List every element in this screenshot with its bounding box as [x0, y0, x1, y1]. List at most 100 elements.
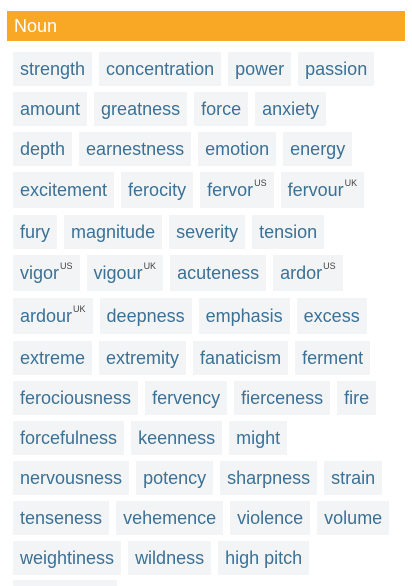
synonym-word: emphasis: [205, 305, 283, 326]
synonym-chip-volume[interactable]: volume: [317, 501, 390, 535]
synonym-chip-energy[interactable]: energy: [283, 132, 353, 166]
synonym-word: tenseness: [20, 507, 103, 528]
synonym-chip-potency[interactable]: potency: [136, 461, 214, 495]
synonym-word: volume: [324, 507, 383, 528]
synonym-chip-fervor[interactable]: fervor US: [200, 172, 274, 208]
synonym-chip-deepness[interactable]: deepness: [99, 298, 192, 334]
synonym-chip-forcefulness[interactable]: forcefulness: [13, 421, 125, 455]
synonym-chip-passion[interactable]: passion: [298, 52, 375, 86]
synonym-word: extremity: [106, 347, 180, 368]
synonym-row: excitement ferocity fervor US fervour UK: [13, 172, 407, 208]
synonym-word: ardor: [280, 262, 323, 283]
synonym-chip-violence[interactable]: violence: [230, 501, 311, 535]
synonym-word: strength: [20, 58, 86, 79]
synonym-chip-anxiety[interactable]: anxiety: [255, 92, 327, 126]
synonym-chip-weightiness[interactable]: weightiness: [13, 541, 122, 575]
synonym-chip-power[interactable]: power: [228, 52, 292, 86]
synonym-chip-might[interactable]: might: [229, 421, 288, 455]
synonym-word: earnestness: [86, 138, 185, 159]
synonym-word: violence: [237, 507, 304, 528]
synonym-chip-excitement[interactable]: excitement: [13, 172, 115, 208]
synonym-chip-wildness[interactable]: wildness: [128, 541, 212, 575]
synonym-row: vigor US vigour UK acuteness ardor US: [13, 255, 407, 291]
synonym-chip-ferociousness[interactable]: ferociousness: [13, 381, 139, 415]
synonym-word: potency: [143, 467, 207, 488]
synonym-word: ferociousness: [20, 387, 132, 408]
synonym-chip-emphasis[interactable]: emphasis: [198, 298, 290, 334]
synonym-row: weightiness wildness high pitch: [13, 541, 407, 575]
synonym-word: tension: [259, 221, 318, 242]
synonym-chip-tension[interactable]: tension: [252, 215, 325, 249]
synonym-chip-depth[interactable]: depth: [13, 132, 73, 166]
synonym-word: strain: [331, 467, 376, 488]
synonym-word: acuteness: [177, 262, 260, 283]
region-tag: UK: [344, 178, 358, 188]
synonym-word: fierceness: [241, 387, 324, 408]
synonym-word: force: [201, 98, 242, 119]
region-tag: UK: [73, 304, 86, 314]
synonym-chip-severity[interactable]: severity: [169, 215, 246, 249]
synonym-chip-acuteness[interactable]: acuteness: [170, 255, 267, 291]
synonym-word: vehemence: [123, 507, 217, 528]
synonym-chip-high-pitch[interactable]: high pitch: [218, 541, 310, 575]
section-title: Noun: [14, 16, 58, 36]
synonym-chip-sharpness[interactable]: sharpness: [220, 461, 318, 495]
synonym-row: nervousness potency sharpness strain: [13, 461, 407, 495]
synonym-chip-ardor[interactable]: ardor US: [273, 255, 343, 291]
synonym-row: amount greatness force anxiety: [13, 92, 407, 126]
region-tag: UK: [143, 261, 157, 271]
synonym-chip-fury[interactable]: fury: [13, 215, 58, 249]
synonym-word: wildness: [135, 547, 205, 568]
synonym-chip-vigor[interactable]: vigor US: [13, 255, 80, 291]
synonym-word: extreme: [20, 347, 86, 368]
synonym-word: greatness: [101, 98, 181, 119]
synonym-word: ferocity: [128, 179, 187, 200]
synonym-chip-concentration[interactable]: concentration: [99, 52, 222, 86]
synonym-row: strength concentration power passion: [13, 52, 407, 86]
synonym-row: extreme extremity fanaticism ferment: [13, 341, 407, 375]
synonym-word: excitement: [20, 179, 108, 200]
synonym-chip-ferocity[interactable]: ferocity: [121, 172, 194, 208]
section-header-noun: Noun: [7, 11, 405, 41]
synonym-chip-vehemence[interactable]: vehemence: [116, 501, 224, 535]
synonym-chip-force[interactable]: force: [194, 92, 249, 126]
synonym-chip-earnestness[interactable]: earnestness: [79, 132, 192, 166]
synonym-chip-greatness[interactable]: greatness: [94, 92, 188, 126]
synonym-chip-nervousness[interactable]: nervousness: [13, 461, 130, 495]
synonym-row: ferociousness fervency fierceness fire: [13, 381, 407, 415]
synonym-chip-extremity[interactable]: extremity: [99, 341, 187, 375]
synonym-chip-strength[interactable]: strength: [13, 52, 93, 86]
synonym-chip-list: strength concentration power passion amount g…: [13, 52, 407, 581]
synonym-chip-fervour[interactable]: fervour UK: [280, 172, 365, 208]
synonym-chip-partial[interactable]: [13, 580, 117, 586]
synonym-chip-vigour[interactable]: vigour UK: [86, 255, 164, 291]
synonym-word: weightiness: [20, 547, 115, 568]
synonym-chip-fire[interactable]: fire: [337, 381, 377, 415]
synonym-word: nervousness: [20, 467, 123, 488]
synonym-word: vigour: [93, 262, 143, 283]
synonym-chip-extreme[interactable]: extreme: [13, 341, 93, 375]
synonym-word: fire: [344, 387, 370, 408]
synonym-word: anxiety: [262, 98, 320, 119]
synonym-chip-magnitude[interactable]: magnitude: [64, 215, 163, 249]
synonym-word: ardour: [20, 305, 73, 326]
synonym-word: magnitude: [71, 221, 156, 242]
synonym-chip-tenseness[interactable]: tenseness: [13, 501, 110, 535]
synonym-word: emotion: [205, 138, 270, 159]
synonym-row: forcefulness keenness might: [13, 421, 407, 455]
synonym-chip-fervency[interactable]: fervency: [145, 381, 228, 415]
synonym-chip-emotion[interactable]: emotion: [198, 132, 277, 166]
synonym-chip-strain[interactable]: strain: [324, 461, 383, 495]
synonym-chip-excess[interactable]: excess: [296, 298, 367, 334]
synonym-word: vigor: [20, 262, 60, 283]
synonym-chip-fierceness[interactable]: fierceness: [234, 381, 331, 415]
synonym-chip-ardour[interactable]: ardour UK: [13, 298, 93, 334]
region-tag: US: [254, 178, 267, 188]
synonym-word: fervency: [152, 387, 221, 408]
synonym-chip-ferment[interactable]: ferment: [295, 341, 371, 375]
synonym-chip-amount[interactable]: amount: [13, 92, 88, 126]
synonym-row: fury magnitude severity tension: [13, 215, 407, 249]
synonym-row: tenseness vehemence violence volume: [13, 501, 407, 535]
synonym-chip-fanaticism[interactable]: fanaticism: [193, 341, 289, 375]
synonym-chip-keenness[interactable]: keenness: [131, 421, 223, 455]
